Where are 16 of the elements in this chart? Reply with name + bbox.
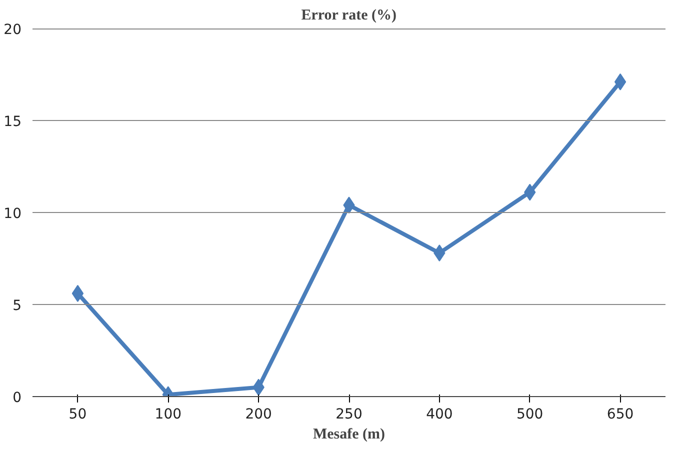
x-tick-label: 500 <box>516 406 544 422</box>
x-tick-label: 200 <box>245 406 272 422</box>
x-tick-label: 650 <box>606 406 634 422</box>
chart-title: Error rate (%) <box>301 8 396 24</box>
x-tick-label: 50 <box>68 406 87 422</box>
x-tick-label: 100 <box>154 406 182 422</box>
x-axis-title: Mesafe (m) <box>312 426 386 442</box>
y-tick-label: 20 <box>4 22 22 38</box>
point <box>72 284 84 302</box>
y-tick-label: 0 <box>12 390 22 406</box>
y-tick-label: 15 <box>4 114 22 130</box>
y-tick-label: 5 <box>12 298 22 314</box>
x-tick-label: 250 <box>336 406 362 422</box>
point <box>614 73 626 90</box>
x-tick-label: 400 <box>426 406 453 422</box>
y-tick-label: 10 <box>4 206 22 222</box>
